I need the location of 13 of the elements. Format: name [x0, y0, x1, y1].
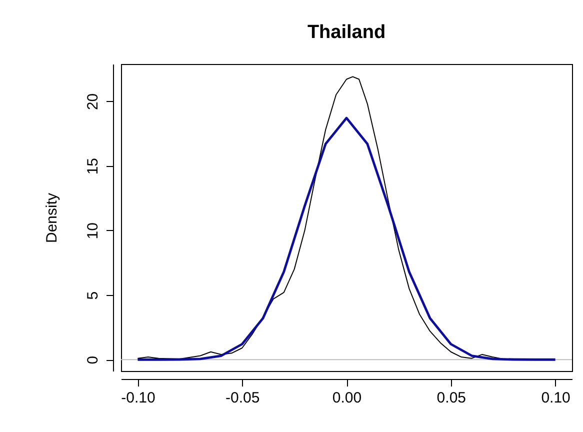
- y-tick-label: 20: [84, 93, 102, 110]
- x-tick-label: 0.10: [541, 390, 570, 406]
- y-axis-title: Density: [44, 192, 60, 244]
- y-tick-label: 0: [84, 356, 102, 364]
- x-tick-label: -0.05: [226, 390, 260, 406]
- y-tick-label: 5: [84, 291, 102, 300]
- x-tick-label: -0.10: [121, 390, 156, 406]
- x-tick-label: 0.05: [436, 390, 466, 406]
- y-tick-label: 15: [84, 158, 102, 175]
- x-tick-label: 0.00: [332, 390, 362, 406]
- line-series: [136, 116, 556, 361]
- y-tick-label: 10: [84, 222, 102, 240]
- chart-title: Thailand: [307, 22, 386, 43]
